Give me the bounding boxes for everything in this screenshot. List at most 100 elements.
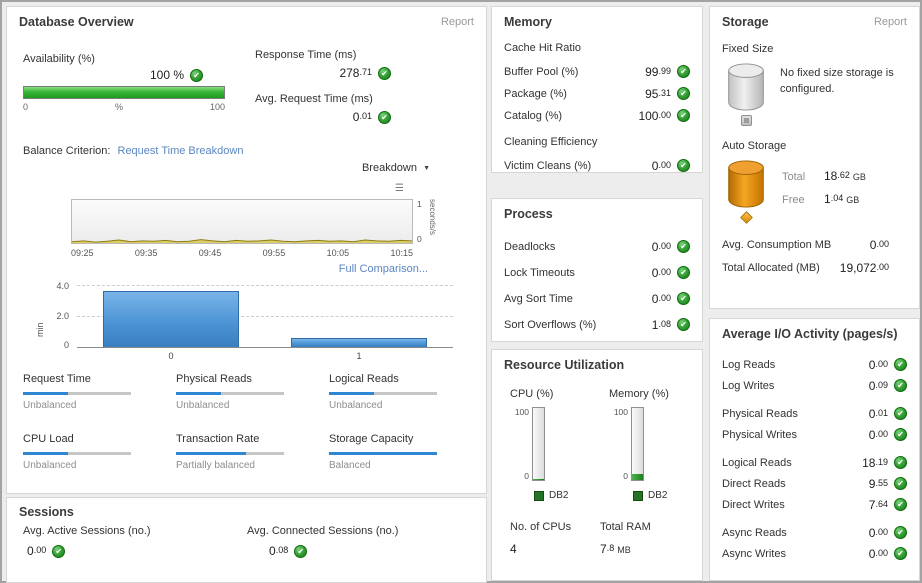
status-ok-icon: ✔	[378, 110, 391, 124]
breakdown-dropdown[interactable]: Breakdown ▼	[362, 162, 430, 174]
panel-title: Average I/O Activity (pages/s)	[722, 327, 898, 341]
bar-chart-yticks: 4.0 2.0 0	[45, 281, 73, 350]
metric-row-physical-reads: Physical Reads 0.01 ✔	[722, 406, 907, 421]
balance-criterion: Balance Criterion: Request Time Breakdow…	[23, 145, 243, 157]
response-time-metrics: Response Time (ms) 278.71 ✔ Avg. Request…	[255, 49, 391, 124]
ytick: 2.0	[56, 311, 69, 321]
ytick-max: 100	[514, 407, 529, 417]
panel-title: Sessions	[19, 505, 74, 519]
memory-gauge-track	[631, 407, 644, 481]
breakdown-chart-xaxis: 09:25 09:35 09:45 09:55 10:05 10:15	[71, 248, 413, 258]
avg-active-sessions-metric: Avg. Active Sessions (no.) 0.00 ✔	[23, 525, 151, 558]
status-ok-icon: ✔	[894, 456, 907, 469]
ytick-min: 0	[524, 471, 529, 481]
balance-item-physical-reads: Physical Reads Unbalanced	[176, 373, 329, 411]
metric-row-logical-reads: Logical Reads 18.19 ✔	[722, 455, 907, 470]
status-ok-icon: ✔	[677, 87, 690, 100]
balance-meter	[23, 392, 131, 395]
availability-meter-fill	[24, 87, 224, 98]
availability-meter	[23, 86, 225, 99]
fixed-storage-cylinder-icon	[728, 63, 764, 111]
bar-partition-1[interactable]	[291, 338, 427, 347]
gridline	[77, 316, 453, 317]
status-ok-icon: ✔	[894, 547, 907, 560]
legend-label: DB2	[648, 490, 668, 501]
status-ok-icon: ✔	[894, 428, 907, 441]
balance-grid: Request Time Unbalanced Physical Reads U…	[23, 373, 475, 471]
xtick: 1	[356, 351, 362, 361]
breakdown-chart: ☰ 1 0 seconds/s 09:25 09:35 09:45 09:55 …	[71, 183, 475, 278]
fixed-storage-section: No fixed size storage is configured.	[722, 62, 907, 126]
page-title: Database Overview	[19, 15, 134, 29]
balance-meter	[176, 392, 284, 395]
auto-storage-section: Total 18.62 GB Free 1.04 GB	[722, 159, 907, 224]
chart-options-icon[interactable]: ☰	[395, 183, 404, 194]
panel-memory: Memory Cache Hit Ratio Buffer Pool (%) 9…	[491, 6, 703, 173]
ytick-max: 100	[613, 407, 628, 417]
total-ram-metric: Total RAM 7.8 MB	[600, 521, 651, 556]
report-link[interactable]: Report	[873, 16, 907, 28]
status-ok-icon: ✔	[677, 159, 690, 172]
ytick: 0	[63, 340, 69, 350]
avg-request-time-value: 0.01 ✔	[255, 110, 391, 124]
status-ok-icon: ✔	[378, 66, 391, 80]
avg-consumption-metric: Avg. Consumption MB 0.00	[722, 238, 889, 252]
status-ok-icon: ✔	[894, 379, 907, 392]
group-heading-cache-hit-ratio: Cache Hit Ratio	[504, 42, 582, 54]
xtick: 0	[168, 351, 174, 361]
breakdown-chart-ylabel: seconds/s	[428, 199, 437, 236]
panel-title: Storage	[722, 15, 769, 29]
metric-row-async-writes: Async Writes 0.00 ✔	[722, 546, 907, 561]
ytick-min: 0	[417, 234, 422, 244]
xtick: 10:05	[326, 248, 350, 258]
metric-row-buffer-pool: Buffer Pool (%) 99.99 ✔	[504, 64, 690, 79]
status-ok-icon: ✔	[677, 109, 690, 122]
breakdown-chart-yaxis: 1 0	[417, 199, 422, 244]
availability-value: 100 % ✔	[23, 68, 203, 82]
panel-io-activity: Average I/O Activity (pages/s) Log Reads…	[709, 318, 920, 581]
bar-chart-ylabel: min	[35, 322, 45, 337]
auto-storage-total: Total 18.62 GB	[782, 169, 866, 183]
cpu-gauge-fill	[533, 478, 544, 480]
availability-scale: 0 % 100	[23, 102, 225, 112]
status-ok-icon: ✔	[190, 68, 203, 82]
status-ok-icon: ✔	[894, 477, 907, 490]
scale-unit: %	[114, 102, 123, 112]
report-link[interactable]: Report	[440, 16, 474, 28]
balance-item-transaction-rate: Transaction Rate Partially balanced	[176, 433, 329, 471]
breakdown-chart-plot[interactable]	[71, 199, 413, 244]
panel-title: Memory	[504, 15, 552, 29]
metric-row-direct-reads: Direct Reads 9.55 ✔	[722, 476, 907, 491]
auto-storage-free: Free 1.04 GB	[782, 192, 860, 206]
panel-title: Resource Utilization	[504, 358, 625, 372]
scale-max: 100	[209, 102, 225, 112]
balance-criterion-link[interactable]: Request Time Breakdown	[117, 145, 244, 157]
legend-swatch-icon	[633, 490, 643, 501]
legend-swatch-icon	[534, 490, 544, 501]
panel-resource-utilization: Resource Utilization CPU (%) 100 0 DB2 M…	[491, 349, 703, 581]
auto-storage-cylinder-icon	[728, 160, 764, 208]
bar-partition-0[interactable]	[103, 291, 239, 347]
full-comparison-link[interactable]: Full Comparison...	[338, 263, 428, 275]
chevron-down-icon: ▼	[423, 165, 430, 172]
bar-chart-plot	[77, 285, 453, 348]
total-allocated-metric: Total Allocated (MB) 19,072.00	[722, 261, 889, 275]
balance-criterion-label: Balance Criterion:	[23, 145, 111, 157]
status-ok-icon: ✔	[894, 358, 907, 371]
legend-label: DB2	[549, 490, 569, 501]
metric-row-log-writes: Log Writes 0.09 ✔	[722, 378, 907, 393]
fixed-size-label: Fixed Size	[722, 43, 774, 55]
memory-gauge-fill	[632, 474, 643, 480]
status-ok-icon: ✔	[894, 407, 907, 420]
xtick: 09:55	[262, 248, 286, 258]
cpu-gauge-track	[532, 407, 545, 481]
ytick-max: 1	[417, 199, 422, 209]
balance-item-request-time: Request Time Unbalanced	[23, 373, 176, 411]
status-ok-icon: ✔	[894, 498, 907, 511]
auto-storage-label: Auto Storage	[722, 140, 787, 152]
memory-gauge: Memory (%) 100 0 DB2	[609, 388, 669, 501]
status-ok-icon: ✔	[677, 292, 690, 305]
status-ok-icon: ✔	[677, 318, 690, 331]
xtick: 09:35	[134, 248, 158, 258]
group-heading-cleaning-efficiency: Cleaning Efficiency	[504, 136, 598, 148]
